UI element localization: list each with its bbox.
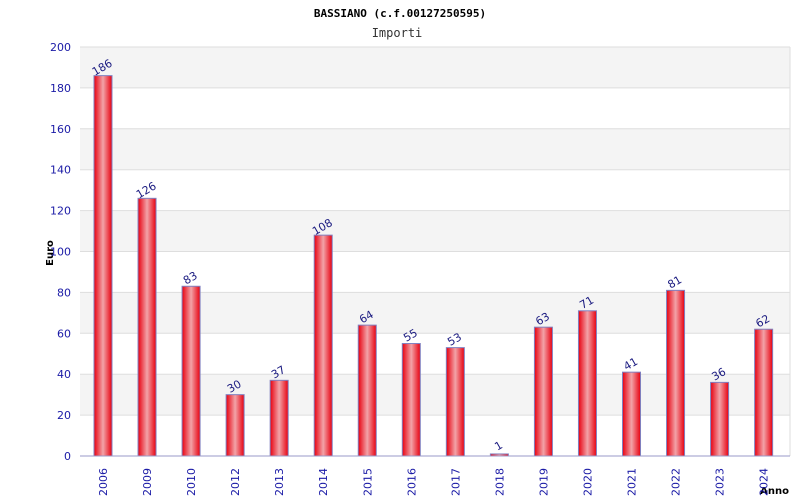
data-label: 81 [665,273,684,291]
x-tick-label: 2006 [97,468,110,496]
chart-subtitle: Importi [372,26,423,40]
data-label: 62 [754,312,773,330]
data-label: 53 [445,330,464,348]
grid-band [80,210,790,252]
y-tick-label: 100 [50,246,71,259]
y-tick-label: 160 [50,123,71,136]
bar [577,310,597,457]
x-tick-label: 2009 [141,468,154,496]
data-label: 37 [269,363,288,381]
x-axis-ticks: 2006 2009 2010 2012 2013 2014 2015 2016 2017 2018… [97,468,771,496]
y-tick-label: 80 [57,286,71,299]
x-tick-label: 2013 [273,468,286,496]
x-tick-label: 2022 [670,468,683,496]
bar [93,75,113,457]
bar [666,289,686,457]
data-label: 36 [710,365,729,383]
grid-band [80,128,790,170]
y-tick-label: 180 [50,82,71,95]
x-tick-label: 2016 [405,468,418,496]
x-tick-label: 2020 [581,468,594,496]
chart-title: BASSIANO (c.f.00127250595) [314,7,486,20]
data-label: 30 [225,377,244,395]
x-tick-label: 2012 [229,468,242,496]
x-axis-label: Anno [760,486,789,497]
bar [622,371,642,457]
y-tick-label: 120 [50,205,71,218]
x-tick-label: 2019 [537,468,550,496]
bar [445,347,465,457]
bar [754,328,774,457]
x-tick-label: 2017 [449,468,462,496]
data-label: 71 [577,294,596,312]
data-label: 41 [621,355,640,373]
grid-band [80,47,790,88]
grid-band [80,169,790,211]
x-tick-label: 2014 [317,468,330,496]
grid-band [80,251,790,293]
y-axis-ticks: 0 20 40 60 80 100 120 140 160 180 200 [50,41,71,463]
y-tick-label: 140 [50,164,71,177]
x-tick-label: 2023 [714,468,727,496]
bar [533,326,553,457]
data-label: 63 [533,310,552,328]
data-label: 83 [181,269,200,287]
bar [401,343,421,457]
x-tick-label: 2010 [185,468,198,496]
grid-band [80,87,790,129]
data-label: 55 [401,326,420,344]
x-tick-label: 2021 [626,468,639,496]
data-label: 64 [357,308,376,326]
bar [357,324,377,457]
y-tick-label: 20 [57,409,71,422]
y-tick-label: 0 [64,450,71,463]
y-tick-label: 200 [50,41,71,54]
bar [313,234,333,457]
x-tick-label: 2015 [361,468,374,496]
bar [181,285,201,457]
bars [93,75,774,457]
bar [269,379,289,457]
y-axis-label: Euro [45,240,56,266]
y-tick-label: 40 [57,368,71,381]
bar [137,197,157,457]
bar [710,381,730,457]
x-tick-label: 2024 [758,468,771,496]
x-tick-label: 2018 [493,468,506,496]
y-tick-label: 60 [57,327,71,340]
bar [225,394,245,457]
